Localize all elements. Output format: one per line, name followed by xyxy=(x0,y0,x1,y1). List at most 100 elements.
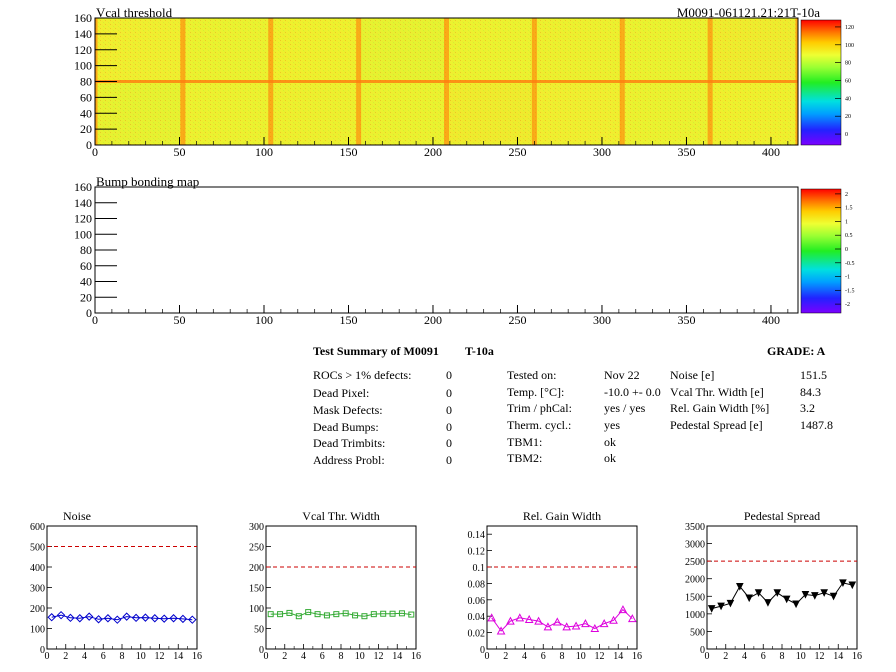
x-tick-label: 10 xyxy=(576,651,586,662)
y-tick-label: 400 xyxy=(30,563,45,574)
condition-value: ok xyxy=(604,451,616,465)
palette-label: 40 xyxy=(845,96,851,102)
condition-label: Trim / phCal: xyxy=(507,401,572,415)
data-point xyxy=(103,614,113,623)
defect-label: Dead Trimbits: xyxy=(313,436,386,450)
condition-value: Nov 22 xyxy=(604,368,640,382)
roc-edge xyxy=(707,81,711,145)
roc-edge xyxy=(444,81,447,145)
x-tick-label: 0 xyxy=(92,145,98,159)
x-tick-label: 50 xyxy=(173,145,185,159)
roc-edge xyxy=(531,18,535,82)
y-tick-label: 1000 xyxy=(685,610,705,621)
data-point xyxy=(581,619,590,628)
roc-edge xyxy=(270,81,274,145)
x-tick-label: 6 xyxy=(320,651,325,662)
y-tick-label: 0.06 xyxy=(468,596,486,607)
y-tick-label: 2000 xyxy=(685,575,705,586)
y-tick-label: 3000 xyxy=(685,540,705,551)
roc-block xyxy=(272,83,357,143)
condition-value: yes xyxy=(604,418,620,432)
data-point xyxy=(487,613,497,622)
y-tick-label: 140 xyxy=(74,196,92,210)
defect-value: 0 xyxy=(446,368,452,382)
data-point xyxy=(848,581,857,590)
data-point xyxy=(717,602,725,611)
data-point xyxy=(75,614,85,623)
x-tick-label: 16 xyxy=(852,651,862,662)
palette-label: -1.5 xyxy=(845,288,855,294)
result-label: Noise [e] xyxy=(670,368,715,382)
y-tick-label: 20 xyxy=(80,122,92,136)
x-tick-label: 14 xyxy=(613,651,623,662)
x-tick-label: 4 xyxy=(742,651,747,662)
y-tick-label: 300 xyxy=(249,522,264,533)
data-point xyxy=(618,605,628,614)
palette-label: 1.5 xyxy=(845,206,853,212)
roc-edge xyxy=(619,81,623,145)
roc-edge xyxy=(710,81,713,145)
condition-value: -10.0 +- 0.0 xyxy=(604,385,661,399)
x-tick-label: 10 xyxy=(136,651,146,662)
palette-label: -0.5 xyxy=(845,261,855,267)
chart-2: Rel. Gain Width 0 0.02 0.04 0.06 0.08 0.1 0.12 0… xyxy=(468,509,643,662)
x-tick-label: 100 xyxy=(255,313,273,327)
series-line xyxy=(711,582,853,610)
defect-label: Dead Pixel: xyxy=(313,386,370,400)
x-tick-label: 14 xyxy=(173,651,183,662)
map-title: Vcal threshold xyxy=(96,5,173,20)
data-point xyxy=(141,613,150,622)
palette-label: 100 xyxy=(845,43,854,49)
y-tick-label: 100 xyxy=(30,625,45,636)
y-tick-label: 100 xyxy=(74,59,92,73)
chart-title: Pedestal Spread xyxy=(744,509,820,523)
data-point xyxy=(188,615,197,624)
y-tick-label: 0 xyxy=(86,138,92,152)
data-point xyxy=(380,610,387,617)
chart-frame xyxy=(46,525,198,650)
x-tick-label: 12 xyxy=(595,651,605,662)
roc-block xyxy=(624,83,709,143)
roc-block xyxy=(184,20,269,80)
roc-block xyxy=(448,83,533,143)
roc-block xyxy=(712,83,796,143)
data-point xyxy=(745,594,753,603)
roc-edge xyxy=(446,81,449,145)
data-point xyxy=(590,623,600,632)
x-tick-label: 100 xyxy=(255,145,273,159)
palette-label: 0.5 xyxy=(845,233,853,239)
data-point xyxy=(829,592,838,601)
palette-label: -1 xyxy=(845,275,850,281)
data-point xyxy=(361,613,368,620)
roc-block xyxy=(360,20,445,80)
palette-label: 120 xyxy=(845,25,854,31)
condition-value: yes / yes xyxy=(604,401,646,415)
data-point xyxy=(571,621,581,630)
data-point xyxy=(515,613,525,622)
result-value: 1487.8 xyxy=(800,418,833,432)
y-tick-label: 600 xyxy=(30,522,45,533)
data-point xyxy=(178,614,188,624)
map-frame xyxy=(94,186,799,314)
summary-title: Test Summary of M0091 xyxy=(313,344,439,358)
data-point xyxy=(811,592,819,600)
y-tick-label: 500 xyxy=(690,627,705,638)
y-tick-label: 0.08 xyxy=(468,579,486,590)
roc-edge xyxy=(531,81,535,145)
roc-edge xyxy=(795,18,798,82)
x-tick-label: 16 xyxy=(192,651,202,662)
defect-label: Mask Defects: xyxy=(313,403,383,417)
x-tick-label: 150 xyxy=(339,145,357,159)
x-tick-label: 6 xyxy=(761,651,766,662)
defect-label: Address Probl: xyxy=(313,453,385,467)
y-tick-label: 0.02 xyxy=(468,629,486,640)
y-tick-label: 0 xyxy=(700,645,705,656)
roc-block xyxy=(536,20,621,80)
x-tick-label: 4 xyxy=(522,651,527,662)
x-tick-label: 12 xyxy=(374,651,384,662)
y-tick-label: 40 xyxy=(80,275,92,289)
roc-edge xyxy=(268,81,271,145)
data-point xyxy=(609,615,618,624)
condition-value: ok xyxy=(604,435,616,449)
roc-edge xyxy=(358,81,362,145)
